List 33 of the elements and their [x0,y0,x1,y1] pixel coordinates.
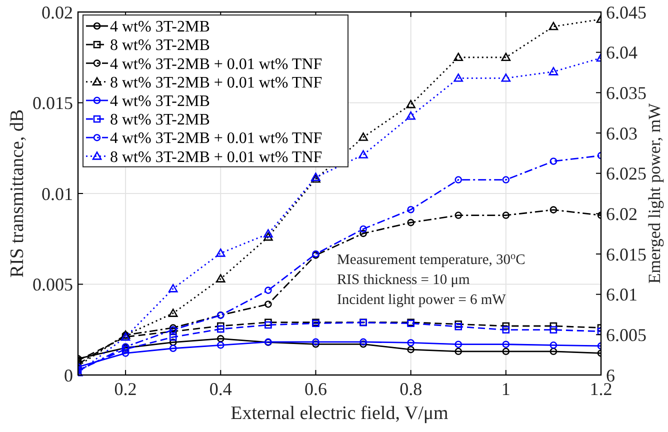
x-tick-label: 0.2 [114,379,137,399]
y-axis-title: RIS transmittance, dB [7,109,28,278]
y2-tick-label: 6.01 [606,284,638,305]
y2-tick-label: 6.02 [606,204,638,224]
y-tick-label: 0.01 [42,184,73,204]
y-tick-label: 0.005 [32,274,73,295]
legend-label: 8 wt% 3T-2MB [110,37,210,54]
legend-label: 8 wt% 3T-2MB [110,112,210,129]
y2-tick-label: 6.035 [606,82,646,103]
y2-tick-label: 6.015 [606,244,646,264]
y-tick-label: 0.015 [32,93,73,114]
legend-label: 4 wt% 3T-2MB + 0.01 wt% TNF [110,56,322,73]
y2-tick-label: 6.045 [606,2,646,22]
x-tick-label: 0.4 [209,379,232,399]
legend-label: 4 wt% 3T-2MB [110,18,210,36]
legend-label: 4 wt% 3T-2MB + 0.01 wt% TNF [110,130,322,148]
annotation: Incident light power = 6 mW [337,292,506,308]
legend-label: 8 wt% 3T-2MB + 0.01 wt% TNF [110,148,322,166]
y2-tick-label: 6.005 [606,324,646,345]
y2-tick-label: 6.03 [606,123,638,144]
legend-label: 8 wt% 3T-2MB + 0.01 wt% TNF [110,74,322,92]
y-tick-label: 0 [64,365,73,386]
annotation: RIS thickness = 10 μm [337,272,470,288]
y2-tick-label: 6.04 [606,42,638,63]
y2-tick-label: 6.025 [606,164,646,184]
annotation: Measurement temperature, 30$^{o}$C [337,250,526,268]
x-tick-label: 0.6 [304,379,327,399]
x-tick-label: 1 [501,379,510,399]
legend-label: 4 wt% 3T-2MB [110,93,210,110]
x-axis-title: External electric field, V/μm [230,403,449,424]
x-tick-label: 0.8 [400,379,422,399]
y2-axis-title: Emerged light power, mW [645,102,664,284]
y-tick-label: 0.02 [42,2,73,22]
